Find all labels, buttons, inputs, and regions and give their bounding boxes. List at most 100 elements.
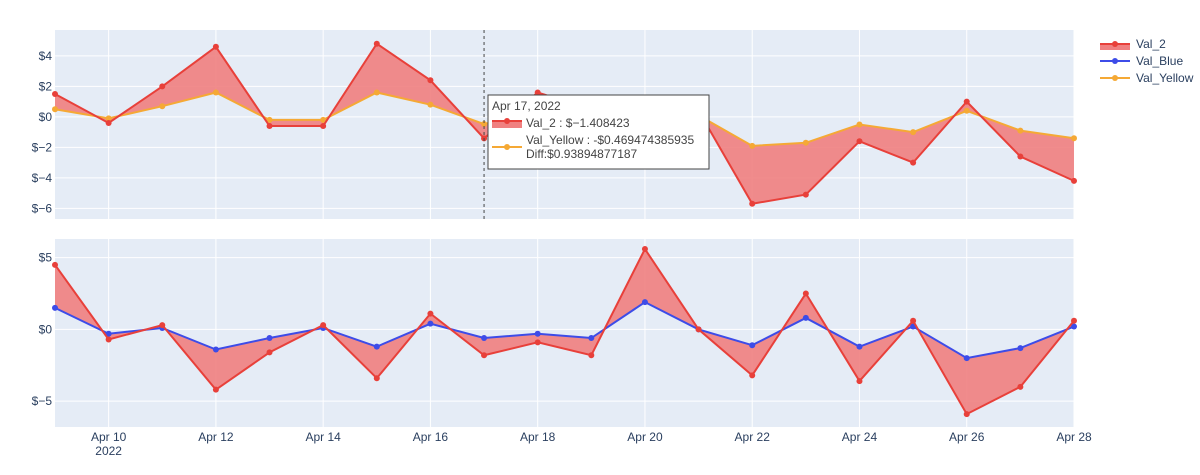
- point-Val_Yellow[interactable]: [749, 142, 756, 149]
- tooltip-box: [487, 94, 710, 170]
- point-Val_Blue[interactable]: [105, 330, 112, 337]
- point-Val_Blue[interactable]: [1017, 345, 1024, 352]
- legend[interactable]: Val_2 Val_Blue Val_Yellow: [1100, 37, 1194, 85]
- xtick-label: Apr 28: [1056, 430, 1092, 444]
- point-Val_Yellow[interactable]: [1017, 127, 1024, 134]
- point-Val_2[interactable]: [320, 123, 327, 130]
- point-Val_2[interactable]: [1071, 177, 1077, 184]
- top-fill-between: [55, 43, 1074, 204]
- point-Val_2[interactable]: [52, 91, 58, 98]
- point-Val_2[interactable]: [212, 43, 219, 50]
- point-Val_2[interactable]: [105, 119, 112, 126]
- point-Val_Yellow[interactable]: [105, 115, 112, 122]
- legend-item-Val_2[interactable]: Val_2: [1100, 37, 1166, 51]
- point-Val_2[interactable]: [52, 261, 58, 268]
- legend-item-Val_Blue[interactable]: Val_Blue: [1100, 54, 1183, 68]
- bottom-panel[interactable]: $5 $0 $−5 Apr 10 Apr 12 Apr 14 Apr 16 Apr 18 Apr…: [32, 239, 1092, 458]
- point-Val_Yellow[interactable]: [481, 121, 488, 128]
- point-Val_Blue[interactable]: [588, 335, 595, 342]
- point-Val_2[interactable]: [749, 200, 756, 207]
- point-Val_2[interactable]: [963, 411, 970, 418]
- point-Val_2[interactable]: [641, 246, 648, 253]
- point-Val_2[interactable]: [427, 77, 434, 84]
- point-Val_Blue[interactable]: [963, 355, 970, 362]
- top-ytick-label: $−2: [32, 140, 53, 154]
- bottom-plot-bg: [55, 239, 1074, 427]
- point-Val_Yellow[interactable]: [1071, 135, 1077, 142]
- series-line-Val_2[interactable]: [54, 247, 1075, 416]
- bottom-ytick-label: $0: [39, 322, 53, 336]
- tooltip-swatch-val2-fill: [492, 121, 522, 128]
- tooltip-date: Apr 17, 2022: [492, 99, 561, 113]
- point-Val_2[interactable]: [1017, 153, 1024, 160]
- point-Val_2[interactable]: [373, 375, 380, 382]
- point-Val_Yellow[interactable]: [910, 129, 917, 136]
- legend-label: Val_Yellow: [1136, 71, 1194, 85]
- top-ytick-label: $0: [39, 110, 53, 124]
- point-Val_2[interactable]: [373, 40, 380, 47]
- point-Val_Yellow[interactable]: [52, 106, 58, 113]
- xtick-label: Apr 14: [305, 430, 341, 444]
- point-Val_Blue[interactable]: [212, 346, 219, 353]
- tooltip-line-val2: Val_2 : $−1.408423: [526, 116, 630, 130]
- point-Val_Yellow[interactable]: [802, 139, 809, 146]
- point-Val_2[interactable]: [856, 138, 863, 145]
- point-Val_2[interactable]: [481, 352, 488, 359]
- top-panel[interactable]: $4 $2 $0 $−2 $−4 $−6: [32, 30, 1077, 219]
- point-Val_2[interactable]: [802, 191, 809, 198]
- point-Val_2[interactable]: [534, 89, 541, 96]
- xtick-label: Apr 12: [198, 430, 234, 444]
- point-Val_Blue[interactable]: [641, 299, 648, 306]
- point-Val_2[interactable]: [266, 123, 273, 130]
- point-Val_2[interactable]: [910, 159, 917, 166]
- point-Val_2[interactable]: [212, 386, 219, 393]
- point-Val_Blue[interactable]: [749, 342, 756, 349]
- xtick-label: Apr 22: [735, 430, 771, 444]
- point-Val_Yellow[interactable]: [320, 116, 327, 123]
- point-Val_2[interactable]: [427, 310, 434, 317]
- point-Val_2[interactable]: [856, 378, 863, 385]
- point-Val_2[interactable]: [159, 83, 166, 90]
- point-Val_2[interactable]: [534, 339, 541, 346]
- point-Val_Yellow[interactable]: [427, 101, 434, 108]
- legend-item-Val_Yellow[interactable]: Val_Yellow: [1100, 71, 1194, 85]
- point-Val_2[interactable]: [963, 98, 970, 105]
- point-Val_Yellow[interactable]: [159, 103, 166, 110]
- point-Val_Blue[interactable]: [373, 343, 380, 350]
- point-Val_Blue[interactable]: [266, 335, 273, 342]
- point-Val_Yellow[interactable]: [373, 89, 380, 96]
- tooltip-line-diff: Diff:$0.93894877187: [526, 147, 638, 161]
- point-Val_2[interactable]: [749, 372, 756, 379]
- legend-swatch-dot: [1112, 58, 1118, 64]
- top-ytick-label: $−6: [32, 201, 53, 215]
- point-Val_2[interactable]: [320, 322, 327, 329]
- point-Val_2[interactable]: [802, 290, 809, 297]
- point-Val_2[interactable]: [1017, 383, 1024, 390]
- legend-label: Val_2: [1136, 37, 1166, 51]
- point-Val_Blue[interactable]: [534, 330, 541, 337]
- point-Val_Blue[interactable]: [427, 320, 434, 327]
- point-Val_2[interactable]: [266, 349, 273, 356]
- point-Val_Yellow[interactable]: [963, 107, 970, 114]
- point-Val_2[interactable]: [588, 352, 595, 359]
- point-Val_2[interactable]: [1071, 317, 1077, 324]
- xtick-year: 2022: [95, 444, 122, 458]
- point-Val_Yellow[interactable]: [212, 89, 219, 96]
- point-Val_Yellow[interactable]: [266, 116, 273, 123]
- bottom-fill-between: [55, 249, 1074, 415]
- point-Val_2[interactable]: [695, 326, 702, 333]
- point-Val_Blue[interactable]: [856, 343, 863, 350]
- xtick-label: Apr 10: [91, 430, 127, 444]
- point-Val_Blue[interactable]: [481, 335, 488, 342]
- legend-swatch-dot: [1112, 75, 1118, 81]
- legend-label: Val_Blue: [1136, 54, 1183, 68]
- point-Val_2[interactable]: [105, 336, 112, 343]
- point-Val_Yellow[interactable]: [856, 121, 863, 128]
- top-ytick-label: $2: [39, 79, 53, 93]
- point-Val_Blue[interactable]: [1071, 323, 1077, 330]
- point-Val_2[interactable]: [910, 317, 917, 324]
- point-Val_2[interactable]: [159, 322, 166, 329]
- point-Val_Blue[interactable]: [52, 304, 58, 311]
- point-Val_Blue[interactable]: [802, 314, 809, 321]
